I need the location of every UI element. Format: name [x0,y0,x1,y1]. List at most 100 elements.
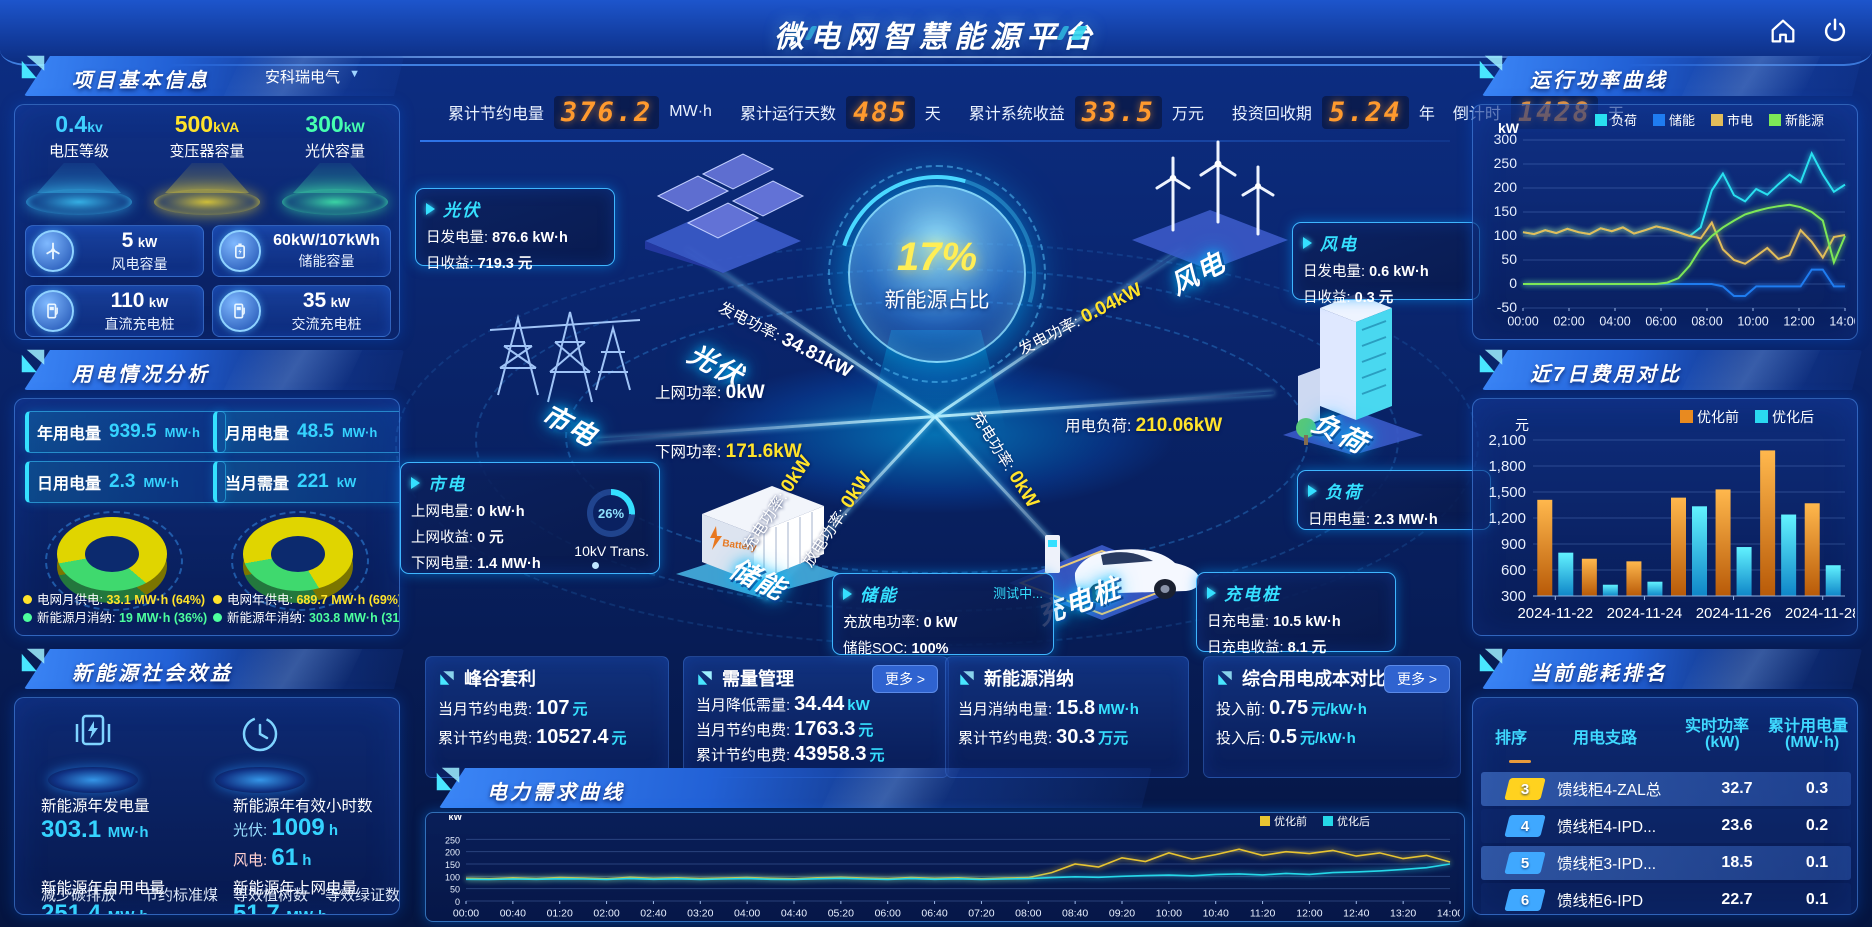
wind-info-card: 风电 日发电量: 0.6 kW·h 日收益: 0.3 元 [1292,222,1480,306]
svg-text:14:00: 14:00 [1829,315,1855,329]
svg-text:优化后: 优化后 [1337,815,1370,828]
branch-name: 馈线柜4-IPD... [1557,819,1657,836]
svg-text:02:00: 02:00 [1553,315,1584,329]
wind-capacity-box: 5 kW 风电容量 [25,225,204,277]
card-corner-icon [960,671,974,685]
svg-text:08:00: 08:00 [1015,908,1041,920]
svg-text:kW: kW [449,815,463,822]
svg-text:2,100: 2,100 [1488,432,1526,449]
table-row[interactable]: 4 馈线柜4-IPD... 23.6 0.2 [1481,809,1851,843]
svg-text:50: 50 [450,885,460,895]
branch-name: 馈线柜6-IPD [1557,893,1644,910]
flow-grid-export: 上网功率: 0kW [655,382,765,403]
svg-text:150: 150 [1494,203,1518,219]
flow-load-power: 用电负荷: 210.06kW [1065,415,1223,436]
svg-text:12:40: 12:40 [1343,908,1369,920]
label-grid-feed: 新能源年上网电量 [233,880,358,897]
power-icon[interactable] [1820,16,1850,46]
demand-more-button[interactable]: 更多 > [872,665,938,693]
company-dropdown[interactable]: 安科瑞电气 [264,69,340,86]
cost-more-button[interactable]: 更多 > [1384,665,1450,693]
title-right-decoration [1056,26,1130,40]
transformer-label: 10kV Trans. [574,543,649,559]
table-row[interactable]: 6 馈线柜6-IPD 22.7 0.1 [1481,883,1851,914]
ev-charging-icon [1009,535,1200,620]
rank-badge: 5 [1504,852,1546,874]
renewable-share-hub: 17% 新能源占比 [828,165,1046,383]
rank-badge: 6 [1504,889,1546,911]
svg-text:07:20: 07:20 [968,908,994,920]
pv-info-card: 光伏 日发电量: 876.6 kW·h 日收益: 719.3 元 [415,188,615,272]
svg-text:2024-11-26: 2024-11-26 [1696,605,1772,622]
svg-text:250: 250 [445,835,460,845]
card-cost-comparison: 综合用电成本对比 更多 > 投入前: 0.75 元/kW·h 投入后: 0.5 元/kW… [1203,656,1461,778]
svg-text:1,200: 1,200 [1488,510,1526,527]
rank-badge: 3 [1504,778,1546,800]
svg-text:06:00: 06:00 [875,908,901,920]
svg-text:12:00: 12:00 [1783,315,1814,329]
table-row[interactable]: 5 馈线柜3-IPD... 18.5 0.1 [1481,846,1851,880]
svg-text:0: 0 [1509,275,1517,291]
svg-text:900: 900 [1501,536,1526,553]
load-info-card: 负荷 日用电量: 2.3 MW·h [1297,470,1491,530]
svg-text:00:40: 00:40 [500,908,526,920]
month-demand-stat: 当月需量 221 kW [213,461,399,503]
value-renewable-year-gen: 303.1 MW·h [41,816,149,843]
panel-title: 运行功率曲线 [1530,70,1668,92]
panel-corner-icon [21,648,45,672]
svg-text:新能源: 新能源 [1785,113,1824,128]
pv-capacity-stat: 300kW 光伏容量 [275,111,395,215]
dc-charger-box: 110 kW 直流充电桩 [25,285,204,337]
svg-text:300: 300 [1494,131,1518,147]
realtime-power: 22.7 [1721,891,1753,908]
card-corner-icon [698,671,712,685]
card-renewable-consumption: 新能源消纳 当月消纳电量: 15.8 MW·h 累计节约电费: 30.3 万元 [945,656,1189,778]
svg-text:10:00: 10:00 [1737,315,1768,329]
svg-text:优化后: 优化后 [1772,409,1814,425]
kpi-system-income: 累计系统收益 33.5 万元 [968,95,1204,129]
table-row[interactable]: 3 馈线柜4-ZAL总 32.7 0.3 [1481,772,1851,806]
svg-text:300: 300 [1501,588,1526,605]
col-energy: 累计用电量 [1768,718,1849,735]
chevron-down-icon[interactable]: ▼ [349,68,360,80]
renewable-generation-icon [43,712,143,793]
year-supply-donut [231,503,369,613]
total-energy: 0.3 [1805,780,1829,797]
voltage-level-stat: 0.4kv 电压等级 [19,111,139,215]
panel-project-info: 项目基本信息 安科瑞电气 ▼ 0.4kv 电压等级 500kVA 变压器容量 3… [10,55,404,342]
svg-text:06:40: 06:40 [921,908,947,920]
flow-grid-import: 下网功率: 171.6kW [655,441,802,462]
svg-text:00:00: 00:00 [453,908,479,920]
svg-text:元: 元 [1515,417,1529,433]
svg-text:00:00: 00:00 [1507,315,1538,329]
arrow-icon [1207,586,1216,599]
panel-demand-curve-header: 电力需求曲线 [425,767,1463,810]
col-power: 实时功率 [1685,718,1750,735]
home-icon[interactable] [1768,16,1798,46]
branch-name: 馈线柜4-ZAL总 [1557,782,1662,799]
kpi-label: 累计节约电量 [448,106,545,123]
col-branch: 用电支路 [1573,730,1638,747]
svg-text:200: 200 [445,848,460,858]
page-title: 微电网智慧能源平台 [774,21,1098,54]
label-effective-hours: 新能源年有效小时数 [233,798,373,815]
col-rank: 排序 [1495,730,1528,747]
legend-year-grid: 电网年供电: 689.7 MW·h (69%) [213,589,399,608]
svg-text:50: 50 [1501,251,1517,267]
kpi-energy-saved: 累计节约电量 376.2 MW·h [448,95,712,129]
kpi-payback-period: 投资回收期 5.24 年 [1231,95,1435,129]
carousel-dot[interactable] [592,562,599,569]
svg-text:100: 100 [1494,227,1518,243]
storage-capacity-box: 60kW/107kWh 储能容量 [212,225,391,277]
svg-text:储能: 储能 [1669,113,1695,128]
svg-text:Battery: Battery [722,538,758,554]
kpi-run-days: 累计运行天数 485 天 [739,95,941,129]
solar-panels-icon [645,153,805,273]
arrow-icon [1303,236,1312,249]
col-power-unit: (kW) [1705,734,1740,751]
svg-text:04:00: 04:00 [1599,315,1630,329]
svg-text:1,800: 1,800 [1488,458,1526,475]
svg-text:01:20: 01:20 [547,908,573,920]
svg-text:1,500: 1,500 [1488,484,1526,501]
